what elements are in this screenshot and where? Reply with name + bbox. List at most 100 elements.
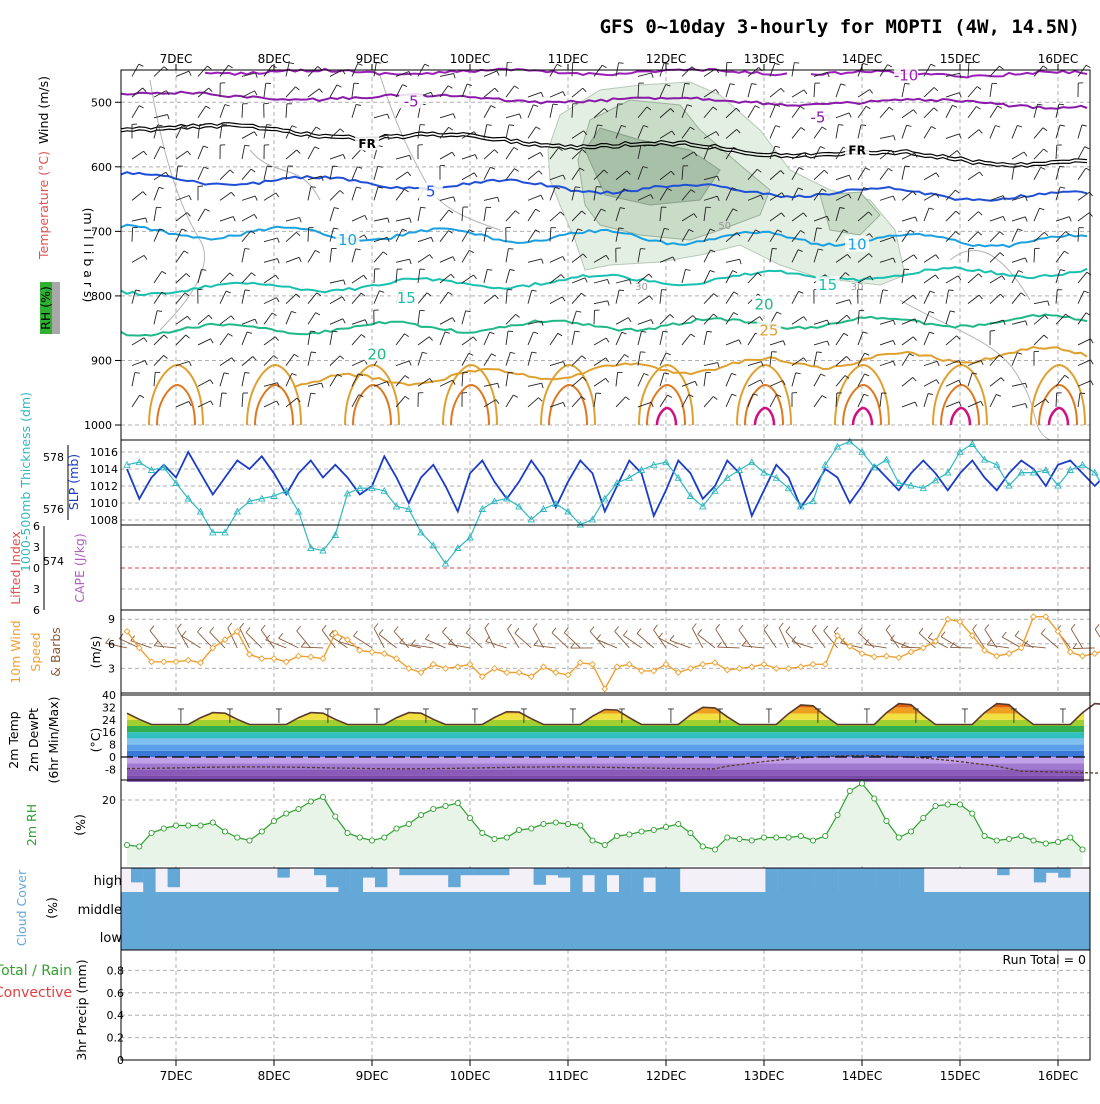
wind-y-tick: 9 xyxy=(108,613,115,626)
rh-point xyxy=(1031,838,1036,843)
rh-point xyxy=(712,847,717,852)
wind-barb-flag xyxy=(245,145,250,146)
isotherm-label: -10 xyxy=(894,66,919,84)
wind-barb-flag xyxy=(264,103,269,104)
rh-point xyxy=(480,830,485,835)
date-label-bottom: 11DEC xyxy=(548,1069,588,1083)
upper-y-tick: 900 xyxy=(91,354,112,367)
wind-barb-flag xyxy=(838,125,843,126)
temp-band xyxy=(127,763,1084,769)
cloud-high-bar xyxy=(607,868,619,875)
date-label-bottom: 9DEC xyxy=(356,1069,389,1083)
cloud-high-bar xyxy=(143,868,155,892)
rh-point xyxy=(970,811,975,816)
precip-total-rain-label: Total / Rain xyxy=(0,963,72,979)
rh-point xyxy=(541,821,546,826)
rh-point xyxy=(578,823,583,828)
cloud-high-bar xyxy=(826,868,838,892)
cloud-high-bar xyxy=(448,868,460,887)
cloud-axis-label: Cloud Cover xyxy=(14,869,29,946)
precip-axis-label: 3hr Precip (mm) xyxy=(74,959,89,1060)
rh-point xyxy=(1006,836,1011,841)
rh-point xyxy=(774,835,779,840)
date-label-bottom: 14DEC xyxy=(842,1069,882,1083)
side-label-wind: Wind (m/s) xyxy=(36,76,51,144)
date-label-bottom: 12DEC xyxy=(646,1069,686,1083)
chart-title: GFS 0~10day 3-hourly for MOPTI (4W, 14.5… xyxy=(600,16,1080,38)
rh-point xyxy=(455,800,460,805)
precip-y-tick: 0.6 xyxy=(107,987,125,1000)
thickness-y-tick: 578 xyxy=(43,451,64,464)
date-label-top: 11DEC xyxy=(548,52,588,66)
isotherm-label: -5 xyxy=(810,108,825,126)
rh-point xyxy=(124,842,129,847)
date-label-bottom: 7DEC xyxy=(160,1069,193,1083)
slp-y-tick: 1014 xyxy=(90,463,118,476)
slp-y-tick: 1012 xyxy=(90,480,118,493)
rh-point xyxy=(1019,833,1024,838)
rh-point xyxy=(749,838,754,843)
wind-barb-flag xyxy=(486,228,491,229)
temp-y-tick: -8 xyxy=(105,763,116,776)
precip-y-tick: 0.2 xyxy=(107,1032,125,1045)
cloud-high-bar xyxy=(363,868,375,878)
cloud-high-bar xyxy=(131,868,143,882)
cloud-high-bar xyxy=(997,868,1009,875)
rh-axis-label: 2m RH xyxy=(24,804,39,846)
wind-barb-flag xyxy=(245,373,250,374)
cloud-high-bar xyxy=(473,868,485,875)
cloud-high-bar xyxy=(375,868,387,887)
thickness-y-tick: 576 xyxy=(43,503,64,516)
cloud-high-bar xyxy=(314,868,326,875)
cloud-middle-low xyxy=(121,892,1090,950)
cloud-high-bar xyxy=(570,868,582,892)
wind10-barb xyxy=(1073,648,1095,649)
li-y-tick: 0 xyxy=(33,562,40,575)
rh-swatch-grey xyxy=(52,282,60,334)
cloud-high-bar xyxy=(631,868,643,892)
rh-point xyxy=(284,811,289,816)
temp-y-tick: 40 xyxy=(102,689,116,702)
cloud-high-bar xyxy=(839,868,851,892)
isotherm-label: 5 xyxy=(426,183,436,201)
isotherm-label: FR xyxy=(848,144,865,158)
rh-point xyxy=(1043,841,1048,846)
temp-axis-label-1: 2m Temp xyxy=(6,711,21,768)
upper-y-tick: 1000 xyxy=(84,419,112,432)
cloud-high-bar xyxy=(558,868,570,878)
rh-point xyxy=(945,802,950,807)
rh-point xyxy=(663,824,668,829)
cloud-high-bar xyxy=(338,868,350,892)
rh-point xyxy=(210,820,215,825)
temp-band xyxy=(127,751,1084,757)
rh-point xyxy=(627,832,632,837)
rh-point xyxy=(823,833,828,838)
cloud-high-bar xyxy=(497,868,509,875)
rh-point xyxy=(382,835,387,840)
rh-point xyxy=(810,838,815,843)
wind-barb-flag xyxy=(245,249,250,250)
rh-units: (%) xyxy=(73,814,88,836)
cloud-high-bar xyxy=(814,868,826,892)
date-label-top: 7DEC xyxy=(160,52,193,66)
rh-point xyxy=(149,830,154,835)
cloud-high-bar xyxy=(399,868,411,875)
cloud-high-bar xyxy=(351,868,363,892)
cloud-high-bar xyxy=(326,868,338,887)
rh-point xyxy=(345,830,350,835)
rh-point xyxy=(957,802,962,807)
rh-point xyxy=(161,826,166,831)
slp-axis-label: SLP (mb) xyxy=(66,454,81,510)
upper-y-tick: 600 xyxy=(91,161,112,174)
cloud-high-bar xyxy=(668,868,680,892)
date-label-top: 9DEC xyxy=(356,52,389,66)
li-y-tick: 3 xyxy=(33,583,40,596)
cloud-high-bar xyxy=(643,868,655,878)
cloud-high-bar xyxy=(436,868,448,875)
cloud-high-bar xyxy=(1058,868,1070,878)
cloud-high-bar xyxy=(412,868,424,875)
rh-point xyxy=(198,823,203,828)
temp-axis-label-2: 2m DewPt xyxy=(26,708,41,772)
temp-y-tick: 0 xyxy=(109,751,116,764)
rh-point xyxy=(357,835,362,840)
